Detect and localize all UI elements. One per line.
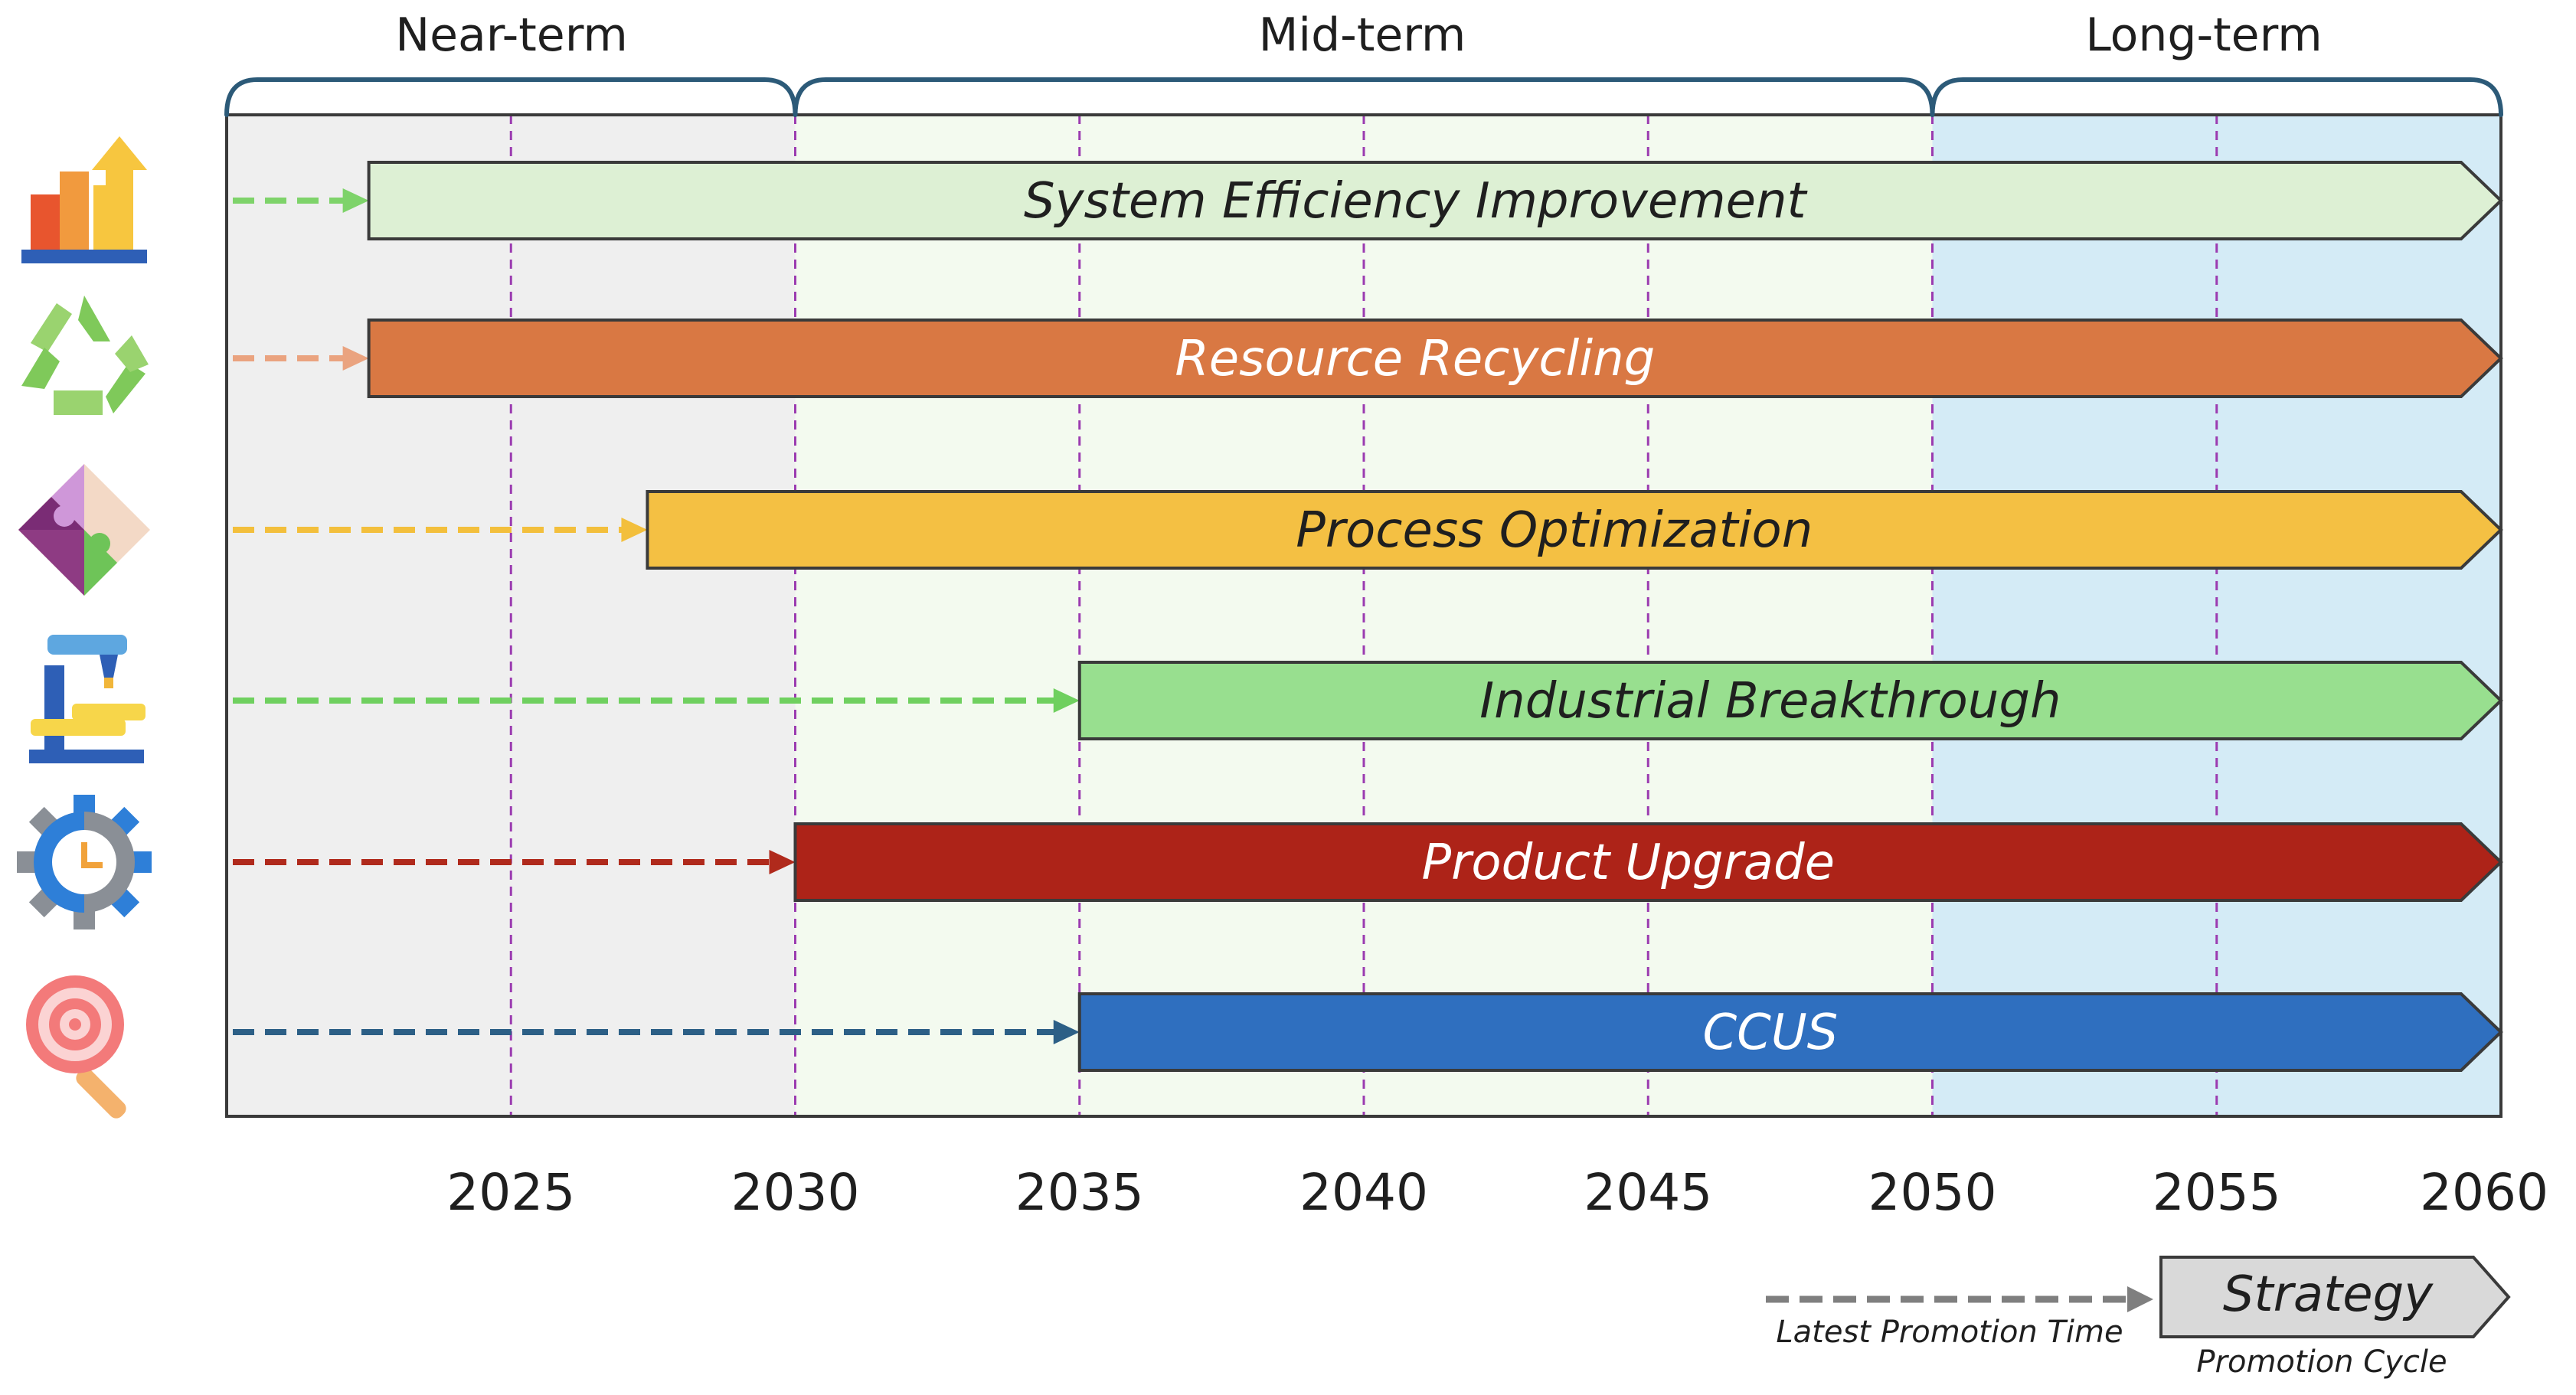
strategy-bar: Resource Recycling bbox=[233, 319, 2503, 398]
strategy-bar: CCUS bbox=[233, 992, 2503, 1072]
strategy-bar-label: Process Optimization bbox=[1296, 502, 1813, 559]
row-icons bbox=[17, 136, 152, 1119]
strategy-bars: System Efficiency Improvement Resource Re… bbox=[233, 161, 2503, 1072]
strategy-bar-label: Industrial Breakthrough bbox=[1479, 673, 2061, 730]
tick-label: 2045 bbox=[1584, 1163, 1712, 1222]
recycle-icon bbox=[21, 296, 149, 415]
phase-brace bbox=[224, 77, 798, 117]
phase-label-mid-term: Mid-term bbox=[1259, 8, 1466, 62]
promotion-arrowhead bbox=[342, 188, 369, 213]
strategy-bar: Product Upgrade bbox=[233, 822, 2503, 902]
phase-labels: Near-term Mid-term Long-term bbox=[395, 8, 2322, 62]
tick-label: 2050 bbox=[1868, 1163, 1997, 1222]
tick-label: 2035 bbox=[1015, 1163, 1144, 1222]
promotion-arrowhead bbox=[769, 850, 796, 874]
year-gridlines bbox=[509, 115, 2218, 1116]
promotion-arrowhead bbox=[1053, 688, 1080, 713]
strategy-bar-body bbox=[367, 161, 2503, 240]
legend-strategy-label: Strategy bbox=[2223, 1266, 2434, 1323]
phase-label-long-term: Long-term bbox=[2085, 8, 2322, 62]
legend-arrowhead bbox=[2127, 1286, 2153, 1312]
tick-label: 2040 bbox=[1299, 1163, 1428, 1222]
gear-clock-icon bbox=[17, 795, 152, 929]
phase-brace bbox=[793, 77, 1935, 117]
legend: Latest Promotion Time Strategy Promotion… bbox=[1766, 1256, 2511, 1380]
strategy-bar-label: System Efficiency Improvement bbox=[1024, 173, 1809, 230]
strategy-bar-body bbox=[1077, 661, 2503, 740]
promotion-arrowhead bbox=[1053, 1020, 1080, 1044]
plot-frame bbox=[225, 113, 2502, 1118]
phase-label-near-term: Near-term bbox=[395, 8, 628, 62]
strategy-bar: Process Optimization bbox=[233, 490, 2503, 570]
strategy-bar: Industrial Breakthrough bbox=[233, 661, 2503, 740]
strategy-bar: System Efficiency Improvement bbox=[233, 161, 2503, 240]
tick-label: 2055 bbox=[2153, 1163, 2281, 1222]
tick-label: 2025 bbox=[446, 1163, 575, 1222]
strategy-bar-label: Resource Recycling bbox=[1175, 331, 1655, 387]
strategy-bar-label: Product Upgrade bbox=[1422, 835, 1836, 891]
promotion-arrowhead bbox=[342, 346, 369, 371]
strategy-bar-body bbox=[367, 319, 2503, 398]
year-tick-labels: 2025 2030 2035 2040 2045 2050 2055 2060 bbox=[446, 1163, 2548, 1222]
strategy-bar-label: CCUS bbox=[1702, 1005, 1838, 1061]
strategy-bar-body bbox=[646, 490, 2503, 570]
legend-arrow-label: Latest Promotion Time bbox=[1776, 1315, 2123, 1350]
puzzle-icon bbox=[18, 464, 150, 596]
legend-cycle-label: Promotion Cycle bbox=[2196, 1344, 2447, 1380]
phase-braces bbox=[224, 77, 2503, 117]
legend-strategy-box bbox=[2159, 1256, 2511, 1338]
tick-label: 2030 bbox=[731, 1163, 860, 1222]
phase-brace bbox=[1930, 77, 2503, 117]
strategy-bar-body bbox=[793, 822, 2503, 902]
microscope-icon bbox=[29, 635, 145, 763]
tick-label: 2060 bbox=[2420, 1163, 2548, 1222]
bar-chart-growth-icon bbox=[21, 136, 147, 263]
promotion-arrowhead bbox=[621, 518, 648, 542]
strategy-bar-body bbox=[1077, 992, 2503, 1072]
search-lollipop-icon bbox=[26, 975, 126, 1119]
